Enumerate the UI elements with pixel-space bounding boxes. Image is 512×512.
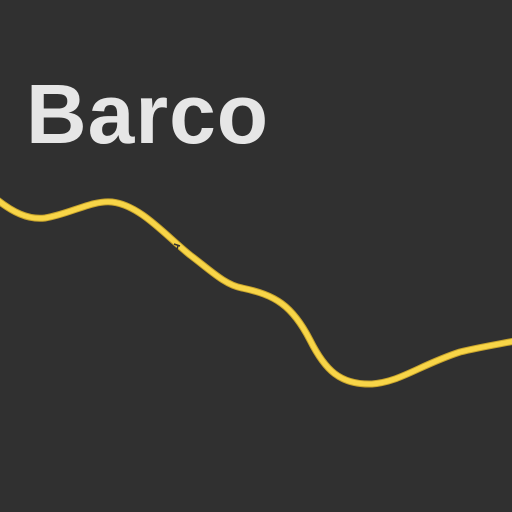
road-junction-mark xyxy=(173,243,181,247)
road-line[interactable] xyxy=(0,198,512,387)
road-junction-mark xyxy=(175,245,179,253)
place-label[interactable]: Barco xyxy=(26,67,270,161)
